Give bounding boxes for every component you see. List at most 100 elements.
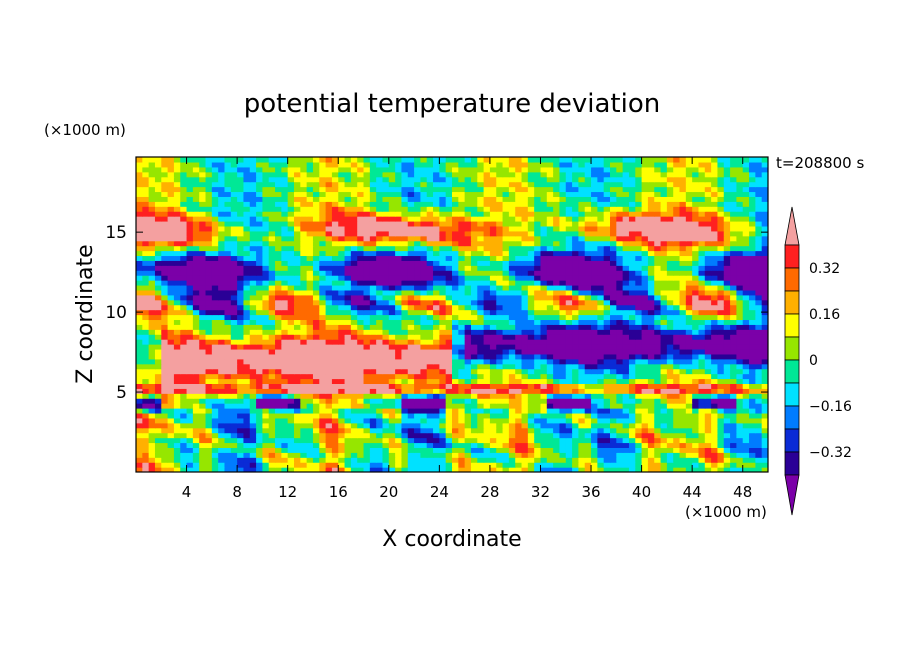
field-cell bbox=[192, 437, 200, 444]
field-cell bbox=[540, 457, 548, 463]
field-cell bbox=[755, 348, 763, 355]
field-cell bbox=[401, 368, 409, 375]
field-cell bbox=[256, 339, 263, 345]
field-cell bbox=[439, 348, 447, 355]
field-cell bbox=[483, 378, 491, 384]
field-cell bbox=[154, 245, 162, 252]
field-cell bbox=[527, 240, 535, 247]
field-cell bbox=[414, 329, 421, 335]
field-cell bbox=[173, 373, 181, 380]
field-cell bbox=[224, 408, 232, 414]
field-cell bbox=[464, 457, 472, 463]
field-cell bbox=[350, 230, 358, 237]
field-cell bbox=[502, 427, 510, 434]
field-cell bbox=[742, 260, 750, 266]
field-cell bbox=[723, 339, 731, 345]
field-cell bbox=[515, 388, 523, 394]
field-cell bbox=[508, 403, 516, 409]
field-cell bbox=[458, 250, 466, 257]
field-cell bbox=[287, 383, 295, 389]
field-cell bbox=[205, 378, 213, 384]
field-cell bbox=[603, 245, 611, 252]
field-cell bbox=[142, 275, 150, 281]
field-cell bbox=[647, 309, 655, 316]
field-cell bbox=[218, 225, 226, 232]
field-cell bbox=[357, 393, 365, 399]
field-cell bbox=[635, 442, 643, 448]
field-cell bbox=[136, 388, 143, 394]
field-cell bbox=[496, 245, 504, 252]
field-cell bbox=[211, 358, 219, 365]
field-cell bbox=[325, 358, 333, 365]
field-cell bbox=[319, 353, 327, 360]
field-cell bbox=[262, 250, 270, 257]
field-cell bbox=[616, 368, 624, 375]
field-cell bbox=[376, 245, 384, 252]
field-cell bbox=[414, 275, 421, 281]
field-cell bbox=[161, 334, 169, 340]
field-cell bbox=[717, 304, 725, 311]
field-cell bbox=[508, 225, 516, 232]
field-cell bbox=[357, 467, 365, 472]
field-cell bbox=[470, 240, 478, 247]
field-cell bbox=[761, 417, 768, 424]
field-cell bbox=[388, 447, 396, 453]
field-cell bbox=[761, 230, 768, 237]
field-cell bbox=[704, 388, 712, 394]
field-cell bbox=[344, 348, 352, 355]
field-cell bbox=[154, 348, 162, 355]
field-cell bbox=[167, 265, 175, 271]
field-cell bbox=[610, 398, 617, 404]
field-cell bbox=[660, 447, 668, 453]
field-cell bbox=[603, 230, 611, 237]
field-cell bbox=[742, 383, 750, 389]
field-cell bbox=[192, 368, 200, 375]
field-cell bbox=[388, 250, 396, 257]
field-cell bbox=[730, 388, 737, 394]
field-cell bbox=[401, 457, 409, 463]
field-cell bbox=[502, 309, 510, 316]
field-cell bbox=[369, 432, 377, 439]
field-cell bbox=[755, 235, 763, 242]
field-cell bbox=[464, 280, 472, 286]
field-cell bbox=[192, 412, 200, 419]
field-cell bbox=[161, 388, 169, 394]
field-cell bbox=[698, 339, 706, 345]
field-cell bbox=[414, 284, 421, 291]
field-cell bbox=[268, 250, 276, 257]
field-cell bbox=[477, 344, 485, 350]
field-cell bbox=[325, 447, 333, 453]
field-cell bbox=[736, 324, 744, 330]
field-cell bbox=[363, 294, 371, 301]
field-cell bbox=[382, 324, 390, 330]
field-cell bbox=[325, 299, 333, 306]
field-cell bbox=[483, 388, 491, 394]
field-cell bbox=[723, 378, 731, 384]
field-cell bbox=[142, 280, 150, 286]
field-cell bbox=[591, 422, 598, 429]
field-cell bbox=[483, 373, 491, 380]
field-cell bbox=[666, 378, 674, 384]
field-cell bbox=[154, 393, 162, 399]
field-cell bbox=[603, 260, 611, 266]
field-cell bbox=[325, 383, 333, 389]
field-cell bbox=[306, 344, 314, 350]
field-cell bbox=[154, 255, 162, 261]
field-cell bbox=[553, 265, 561, 271]
field-cell bbox=[591, 230, 598, 237]
field-cell bbox=[635, 289, 643, 296]
field-cell bbox=[622, 250, 630, 257]
field-cell bbox=[496, 383, 504, 389]
field-cell bbox=[344, 408, 352, 414]
field-cell bbox=[249, 467, 257, 472]
field-cell bbox=[496, 452, 504, 458]
field-cell bbox=[325, 363, 333, 370]
field-cell bbox=[742, 240, 750, 247]
field-cell bbox=[268, 230, 276, 237]
field-cell bbox=[142, 398, 150, 404]
field-cell bbox=[173, 294, 181, 301]
field-cell bbox=[205, 309, 213, 316]
field-cell bbox=[256, 240, 263, 247]
field-cell bbox=[578, 245, 586, 252]
field-cell bbox=[268, 358, 276, 365]
